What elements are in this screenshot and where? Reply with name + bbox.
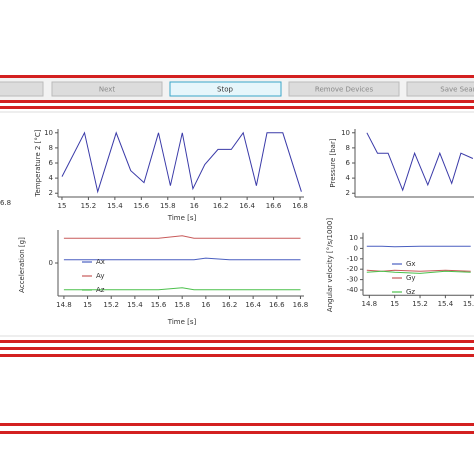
y-tick-label: 0 <box>49 259 53 267</box>
button-label[interactable]: Stop <box>217 86 233 94</box>
data-line <box>366 245 471 248</box>
legend-label: Gy <box>406 274 416 282</box>
x-tick-label: 15 <box>58 202 67 210</box>
legend-label: Gz <box>406 288 415 296</box>
x-axis-label: Time [s] <box>167 318 197 326</box>
x-tick-label: 15.2 <box>81 202 97 210</box>
x-tick-label: 16.2 <box>213 202 229 210</box>
y-tick-label: 2 <box>49 189 53 197</box>
x-tick-label: 15.8 <box>174 301 190 309</box>
data-line <box>63 235 301 239</box>
partial-tick-label: 6.8 <box>0 199 11 207</box>
x-tick-label: 15.8 <box>160 202 176 210</box>
x-tick-label: 16.4 <box>245 301 261 309</box>
x-tick-label: 15.4 <box>438 300 454 308</box>
button-label[interactable]: Remove Devices <box>315 86 374 94</box>
x-tick-label: 16.8 <box>292 202 308 210</box>
button[interactable] <box>288 81 400 97</box>
x-tick-label: 16 <box>201 301 210 309</box>
y-tick-label: 8 <box>49 144 53 152</box>
x-tick-label: 15.2 <box>412 300 428 308</box>
button-label[interactable]: Save Search <box>440 86 474 94</box>
x-tick-label: 15.6 <box>134 202 150 210</box>
data-line <box>61 131 302 194</box>
red-stripe <box>0 100 474 103</box>
x-tick-label: 16.4 <box>239 202 255 210</box>
button-label[interactable]: Next <box>99 86 116 94</box>
y-tick-label: -10 <box>347 255 358 263</box>
x-tick-label: 16.6 <box>266 202 282 210</box>
y-tick-label: -20 <box>347 265 358 273</box>
legend-label: Gx <box>406 260 416 268</box>
x-tick-label: 16 <box>190 202 199 210</box>
y-tick-label: 10 <box>349 234 358 242</box>
legend-label: Ax <box>96 258 105 266</box>
legend-label: Az <box>96 286 105 294</box>
x-tick-label: 15.6 <box>151 301 167 309</box>
red-stripe <box>0 354 474 357</box>
red-stripe <box>0 423 474 426</box>
y-axis-label: Pressure [bar] <box>329 138 337 187</box>
y-tick-label: 6 <box>49 159 54 167</box>
y-axis-label: Temperature 2 [°C] <box>34 129 42 197</box>
y-tick-label: 0 <box>354 244 358 252</box>
y-tick-label: 10 <box>341 129 350 137</box>
data-line <box>366 132 474 192</box>
x-tick-label: 15.4 <box>127 301 143 309</box>
data-line <box>63 287 301 291</box>
x-axis-label: Time [s] <box>167 214 197 222</box>
y-tick-label: 4 <box>49 174 54 182</box>
button[interactable] <box>51 81 163 97</box>
button[interactable] <box>169 81 282 97</box>
button[interactable] <box>0 81 44 97</box>
y-tick-label: -30 <box>347 276 358 284</box>
x-tick-label: 15 <box>83 301 92 309</box>
x-tick-label: 14.8 <box>362 300 378 308</box>
y-tick-label: 6 <box>346 159 351 167</box>
red-stripe <box>0 347 474 350</box>
y-tick-label: 2 <box>346 189 350 197</box>
button[interactable] <box>406 81 474 97</box>
y-axis-label: Angular velocity [°/s/1000] <box>326 218 334 312</box>
red-stripe <box>0 340 474 343</box>
x-tick-label: 16.8 <box>293 301 309 309</box>
x-tick-label: 15.6 <box>463 300 474 308</box>
x-tick-label: 16.2 <box>222 301 238 309</box>
legend-label: Ay <box>96 272 104 280</box>
y-tick-label: 4 <box>346 174 351 182</box>
x-tick-label: 14.8 <box>56 301 72 309</box>
red-stripe <box>0 431 474 434</box>
x-tick-label: 16.6 <box>269 301 285 309</box>
y-axis-label: Acceleration [g] <box>18 237 26 293</box>
red-stripe <box>0 75 474 78</box>
y-tick-label: 8 <box>346 144 350 152</box>
x-tick-label: 15 <box>390 300 399 308</box>
y-tick-label: -40 <box>347 286 358 294</box>
red-stripe <box>0 106 474 109</box>
data-line <box>63 257 301 261</box>
x-tick-label: 15.2 <box>103 301 119 309</box>
x-tick-label: 15.4 <box>107 202 123 210</box>
data-line <box>366 270 471 274</box>
y-tick-label: 10 <box>44 129 53 137</box>
